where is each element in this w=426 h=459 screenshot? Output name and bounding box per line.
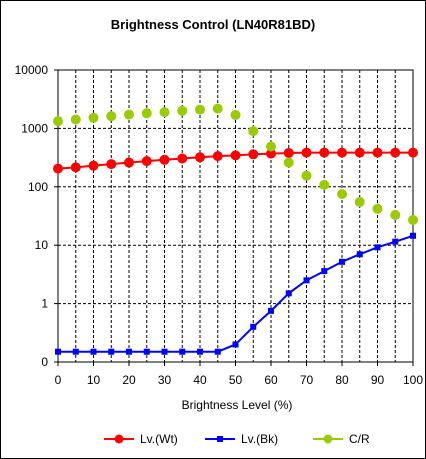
x-tick-label: 80 <box>335 373 349 387</box>
legend-marker <box>114 434 124 444</box>
x-tick-label: 100 <box>403 373 423 387</box>
data-point <box>283 157 294 168</box>
x-tick-label: 30 <box>158 373 172 387</box>
data-point <box>372 203 383 214</box>
data-point <box>88 112 99 123</box>
data-point <box>53 116 63 127</box>
data-point <box>106 159 117 170</box>
data-point <box>124 109 134 120</box>
data-point <box>283 147 294 158</box>
data-point <box>301 170 312 181</box>
data-point <box>248 126 259 137</box>
data-point <box>374 244 381 251</box>
data-point <box>55 348 61 355</box>
x-tick-label: 10 <box>87 373 101 387</box>
legend-label: Lv.(Bk) <box>241 432 278 446</box>
data-point <box>339 258 345 265</box>
legend-label: C/R <box>349 432 370 446</box>
data-point <box>70 162 81 173</box>
data-point <box>88 160 99 171</box>
data-point <box>159 107 170 118</box>
legend-label: Lv.(Wt) <box>140 432 178 446</box>
data-point <box>195 104 205 115</box>
x-axis: 0 10 20 30 40 50 60 70 80 90 100 <box>55 362 423 387</box>
x-tick-label: 40 <box>193 373 207 387</box>
y-tick-label: 1 <box>41 297 48 311</box>
x-tick-label: 70 <box>300 373 314 387</box>
x-tick-label: 20 <box>122 373 136 387</box>
data-point <box>319 179 330 190</box>
data-point <box>390 209 401 220</box>
x-axis-label: Brightness Level (%) <box>182 398 293 412</box>
data-point <box>266 148 276 159</box>
data-point <box>285 290 292 297</box>
data-point <box>266 141 276 152</box>
data-point <box>212 151 223 162</box>
data-point <box>321 268 328 275</box>
data-point <box>179 348 186 355</box>
data-point <box>159 154 170 165</box>
legend-marker <box>323 434 333 444</box>
data-point <box>250 323 257 330</box>
data-point <box>230 109 241 120</box>
data-point <box>124 157 134 168</box>
data-point <box>177 105 188 116</box>
data-point <box>161 348 168 355</box>
data-point <box>392 238 399 245</box>
data-point <box>141 108 152 119</box>
y-tick-label: 100 <box>28 180 48 194</box>
x-tick-label: 60 <box>264 373 278 387</box>
data-point <box>126 348 132 355</box>
data-point <box>337 147 347 158</box>
data-point <box>232 341 239 348</box>
data-point <box>197 348 203 355</box>
data-point <box>106 111 117 122</box>
series-1 <box>53 147 418 174</box>
data-point <box>195 152 205 163</box>
chart-title: Brightness Control (LN40R81BD) <box>111 17 315 32</box>
y-tick-label: 0 <box>41 355 48 369</box>
data-point <box>410 232 416 239</box>
data-point <box>230 150 241 161</box>
x-tick-label: 50 <box>229 373 243 387</box>
data-point <box>214 348 221 355</box>
data-point <box>248 149 259 160</box>
y-tick-label: 1000 <box>21 121 48 135</box>
y-tick-label: 10 <box>35 238 49 252</box>
data-point <box>141 156 152 167</box>
data-point <box>177 153 188 164</box>
y-axis: 0 1 10 100 1000 10000 <box>15 63 58 369</box>
data-point <box>53 163 63 174</box>
legend: Lv.(Wt) Lv.(Bk) C/R <box>104 432 370 446</box>
data-point <box>319 147 330 158</box>
data-point <box>70 114 81 125</box>
data-point <box>408 147 418 158</box>
data-point <box>72 348 79 355</box>
data-point <box>408 215 418 226</box>
x-tick-label: 0 <box>55 373 62 387</box>
series-layer <box>53 103 418 355</box>
data-point <box>356 251 363 258</box>
data-point <box>108 348 115 355</box>
data-point <box>301 147 312 158</box>
data-point <box>390 147 401 158</box>
data-point <box>212 103 223 114</box>
data-point <box>143 348 150 355</box>
data-point <box>303 277 310 284</box>
data-point <box>354 196 365 207</box>
data-point <box>354 147 365 158</box>
x-tick-label: 90 <box>371 373 385 387</box>
series-2 <box>55 232 416 355</box>
data-point <box>372 147 383 158</box>
data-point <box>337 189 347 200</box>
series-3 <box>53 103 418 226</box>
legend-marker <box>217 436 223 442</box>
data-point <box>268 307 274 314</box>
y-tick-label: 10000 <box>15 63 49 77</box>
data-point <box>90 348 97 355</box>
